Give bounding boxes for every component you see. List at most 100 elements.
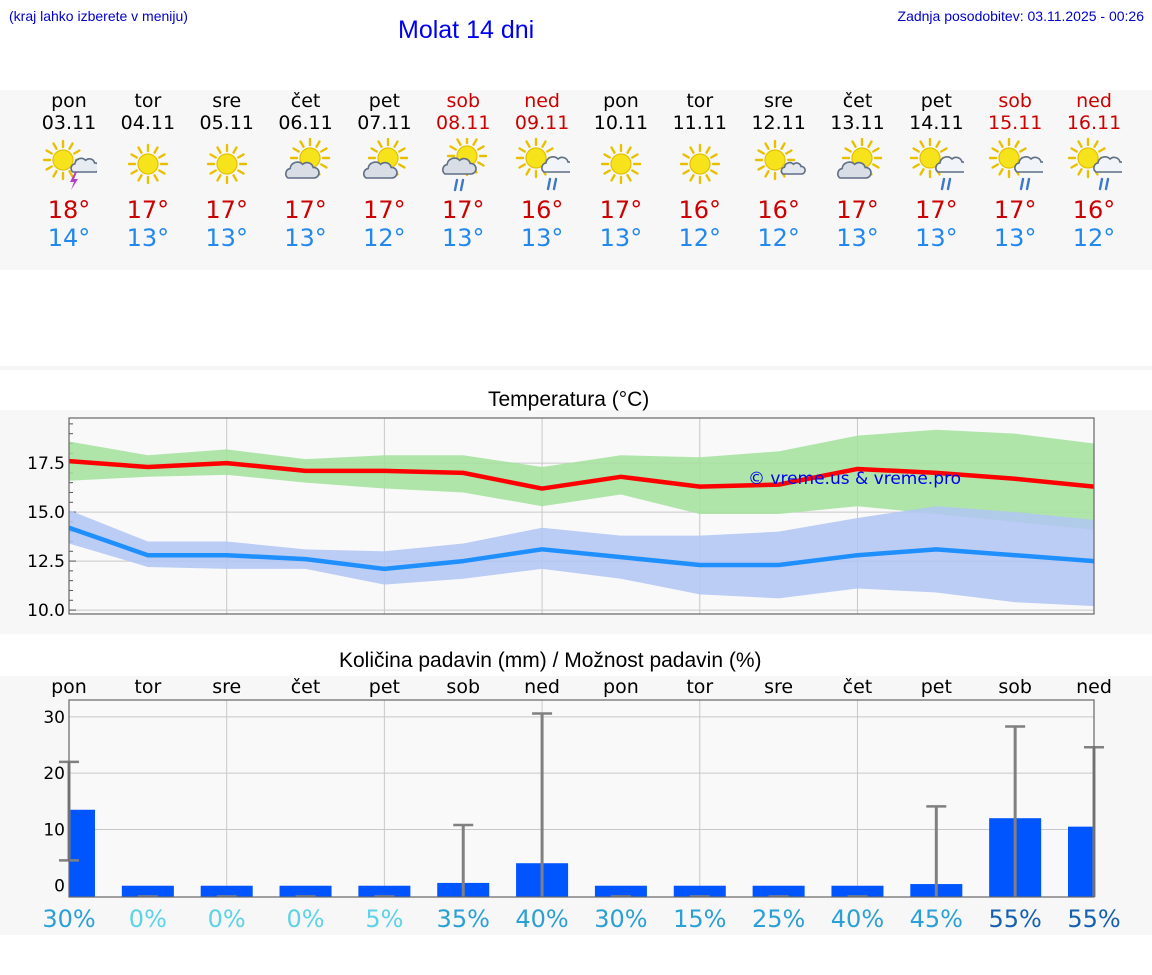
day-date: 11.11 [672,112,727,134]
day-column: sob 08.11 17° 13° [424,90,503,252]
location-hint: (kraj lahko izberete v meniju) [9,8,188,24]
last-updated: Zadnja posodobitev: 03.11.2025 - 00:26 [897,8,1144,24]
x-category-label: čet [843,676,873,698]
sun-cloud-icon [836,138,882,179]
day-date: 04.11 [120,112,176,134]
precipitation-chart: pon tor sre čet pet sob ned pon tor sre čet pet sob n… [42,676,1120,933]
sun-icon [127,143,169,185]
temp-min: 13° [284,224,327,252]
precip-probability: 25% [752,905,805,933]
day-name: čet [842,90,873,112]
sun-rain-icon [988,138,1044,191]
temp-min: 13° [441,224,485,252]
temp-max: 16° [757,196,800,224]
day-column: čet 06.11 17° 13° [266,90,345,252]
x-category-label: pon [603,676,639,698]
temp-min: 14° [47,224,91,252]
day-name: pet [920,90,952,112]
sun-cloud-icon [363,138,409,179]
temp-min: 12° [678,224,722,252]
temp-min: 13° [599,224,643,252]
precip-bar [200,885,253,897]
day-date: 14.11 [909,112,964,134]
x-category-label: tor [686,676,713,698]
day-column: pet 14.11 17° 13° [897,90,976,252]
precip-bar [121,885,174,897]
temp-max: 17° [205,196,248,224]
day-date: 13.11 [830,112,885,134]
daily-forecast-strip: pon 03.11 18° 14° tor 04.11 17° 13° sre 05.11 17° 1… [0,90,1152,270]
precip-probability: 55% [988,905,1041,933]
precip-probability: 55% [1067,905,1120,933]
x-category-label: pet [369,676,400,698]
day-date: 10.11 [593,112,649,134]
sun-cloud-icon [284,138,330,179]
x-category-label: sob [446,676,480,698]
day-name: sre [212,90,242,112]
sun-thunder-icon [42,139,97,190]
day-name: tor [134,90,162,112]
precip-bar [594,885,647,897]
temp-max: 17° [363,196,406,224]
precip-bar [831,885,884,897]
day-column: sob 15.11 17° 13° [976,90,1055,252]
precipitation-chart-title: Količina padavin (mm) / Možnost padavin … [339,649,762,672]
page-title: Molat 14 dni [398,16,535,44]
y-tick-label: 20 [43,764,65,784]
precip-probability: 0% [129,905,167,933]
precip-bar [69,809,95,897]
day-date: 05.11 [199,112,254,134]
temp-min: 12° [757,224,800,252]
temp-min: 12° [363,224,406,252]
temp-max: 17° [915,196,958,224]
temp-max: 18° [47,196,91,224]
precip-bar [673,885,726,897]
precip-probability: 0% [286,905,324,933]
x-category-label: pet [921,676,952,698]
plot-frame [68,417,1095,615]
sun-small-cloud-icon [754,139,806,181]
day-name: ned [1076,90,1112,112]
day-name: pet [368,90,400,112]
day-date: 12.11 [751,112,806,134]
day-column: sre 12.11 16° 12° [739,90,818,252]
sun-icon [206,143,247,185]
x-category-label: sre [764,676,793,698]
temp-min: 13° [915,224,958,252]
series-min-line [68,525,1095,572]
temperature-chart: 10.0 12.5 15.0 17.5 © vreme.us & vreme.pro [27,417,1095,621]
sun-icon [679,143,720,185]
temp-min: 13° [126,224,170,252]
precip-probability: 35% [437,905,490,933]
sun-cloud-rain-icon [442,138,488,192]
day-name: pon [51,90,87,112]
day-column: pet 07.11 17° 12° [345,90,424,252]
day-column: ned 09.11 16° 13° [503,90,582,252]
day-column: pon 03.11 18° 14° [30,90,109,252]
precip-bar [1068,826,1094,897]
series-max-line [68,458,1095,491]
precip-bar [279,885,332,897]
day-column: pon 10.11 17° 13° [581,90,660,252]
plot-area [69,700,1094,897]
x-category-label: ned [524,676,560,698]
day-name: pon [603,90,639,112]
day-date: 08.11 [436,112,491,134]
precip-probability: 40% [831,905,884,933]
x-category-label: čet [291,676,321,698]
sun-rain-icon [515,138,571,191]
day-name: sob [446,90,481,112]
sun-rain-icon [910,138,965,191]
temp-max: 17° [836,196,879,224]
day-column: tor 04.11 17° 13° [108,90,187,252]
y-tick-label: 12.5 [27,552,65,572]
day-column: čet 13.11 17° 13° [818,90,897,252]
day-date: 16.11 [1066,112,1122,134]
day-name: čet [290,90,321,112]
min-range-band [69,506,1094,607]
precip-probability: 30% [42,905,95,933]
y-tick-label: 0 [54,877,65,897]
temp-max: 17° [993,196,1037,224]
temp-max: 17° [284,196,327,224]
day-date: 03.11 [41,112,97,134]
